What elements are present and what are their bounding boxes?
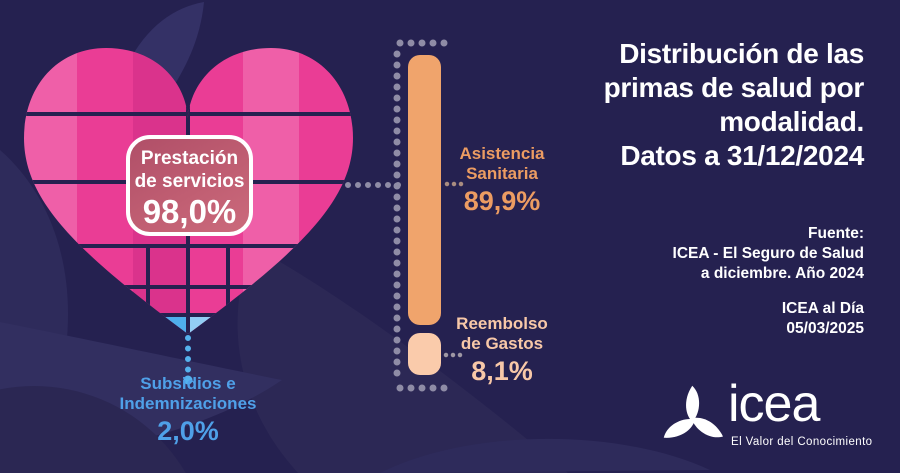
callout-reembolso: Reembolso de Gastos 8,1% (441, 314, 563, 386)
subsidios-label: Subsidios e Indemnizaciones (119, 374, 257, 413)
heart-label-value: 98,0% (142, 193, 237, 230)
bar-asistencia (408, 55, 441, 325)
decorative-leaves (0, 2, 710, 473)
publication-note: ICEA al Día 05/03/2025 (781, 300, 864, 337)
asistencia-label: Asistencia Sanitaria (459, 144, 545, 183)
heart-label-line: Prestación (140, 148, 239, 169)
callout-subsidios: Subsidios e Indemnizaciones 2,0% (88, 374, 288, 446)
heart-label-box: Prestación de servicios 98,0% (126, 135, 253, 236)
page-title: Distribución de las primas de salud por … (603, 38, 865, 171)
bar-reembolso (408, 333, 441, 375)
heart-tip-subsidios (188, 317, 246, 334)
icea-logo: icea El Valor del Conocimiento (662, 378, 874, 456)
heart-tip-subsidios (130, 317, 188, 334)
heart-label-line: de servicios (134, 171, 245, 192)
source-note: Fuente: ICEA - El Seguro de Salud a dici… (672, 225, 864, 282)
reembolso-value: 8,1% (471, 356, 533, 386)
heart-stripe (77, 48, 133, 334)
subsidios-value: 2,0% (157, 416, 219, 446)
dotted-bracket (393, 39, 456, 392)
icea-pinwheel-icon (663, 385, 723, 438)
logo-tagline: El Valor del Conocimiento (731, 436, 873, 448)
reembolso-label: Reembolso de Gastos (456, 314, 548, 353)
subsidios-connector-dot (183, 375, 193, 385)
logo-wordmark: icea (728, 375, 820, 433)
callout-asistencia: Asistencia Sanitaria 89,9% (441, 144, 563, 216)
asistencia-value: 89,9% (463, 186, 541, 216)
